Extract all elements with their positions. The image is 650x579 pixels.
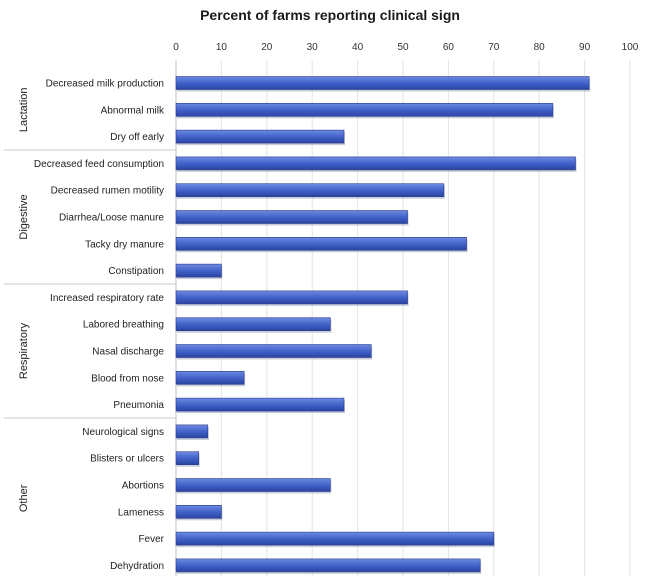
group-labels: Lactation Digestive Respiratory Other [4,87,176,512]
bar [175,558,481,573]
chart-title: Percent of farms reporting clinical sign [200,7,460,23]
bar [175,531,495,546]
x-tick-label: 60 [443,42,455,53]
bar [175,237,467,251]
bar [175,370,245,385]
category-labels: Decreased milk production Abnormal milk Dr… [34,79,165,572]
bars [175,76,591,574]
bar [175,76,590,90]
category-label: Decreased feed consumption [34,159,164,170]
category-label: Lameness [118,507,164,518]
bar [175,290,408,305]
x-tick-label: 20 [261,42,273,53]
category-label: Increased respiratory rate [50,293,164,304]
bar [175,129,345,144]
bar [175,263,222,278]
category-label: Blisters or ulcers [90,454,164,465]
bar [175,397,345,412]
category-label: Diarrhea/Loose manure [59,213,164,224]
category-label: Neurological signs [82,427,164,438]
category-label: Constipation [108,266,164,277]
category-label: Abortions [122,481,164,492]
x-tick-label: 40 [352,42,364,53]
bar [175,183,445,197]
group-label: Digestive [18,194,30,239]
category-label: Decreased rumen motility [51,186,164,197]
category-label: Tacky dry manure [85,239,164,250]
bar [175,210,408,224]
category-label: Pneumonia [113,400,164,411]
category-label: Blood from nose [91,373,164,384]
category-label: Decreased milk production [46,79,164,90]
x-axis-ticks: 0 10 20 30 40 50 60 70 80 90 100 [173,42,639,53]
category-label: Dehydration [110,561,164,572]
bar [175,504,222,519]
x-tick-label: 80 [534,42,546,53]
x-tick-label: 100 [622,42,639,53]
group-label: Other [18,484,30,512]
bar [175,103,554,117]
category-label: Abnormal milk [101,105,165,116]
x-tick-label: 50 [397,42,409,53]
category-label: Nasal discharge [92,347,164,358]
x-tick-label: 0 [173,42,179,53]
x-tick-label: 30 [307,42,319,53]
group-label: Lactation [18,87,30,132]
bar [175,317,331,332]
bar [175,478,331,492]
category-label: Labored breathing [83,320,164,331]
bar [175,344,372,358]
group-label: Respiratory [18,322,30,379]
bar [175,156,576,171]
category-label: Dry off early [110,132,164,143]
x-tick-label: 70 [488,42,500,53]
bar [175,451,200,466]
x-tick-label: 10 [216,42,228,53]
bar [175,424,209,439]
gridlines [175,60,631,576]
category-label: Fever [138,534,164,545]
x-tick-label: 90 [579,42,591,53]
